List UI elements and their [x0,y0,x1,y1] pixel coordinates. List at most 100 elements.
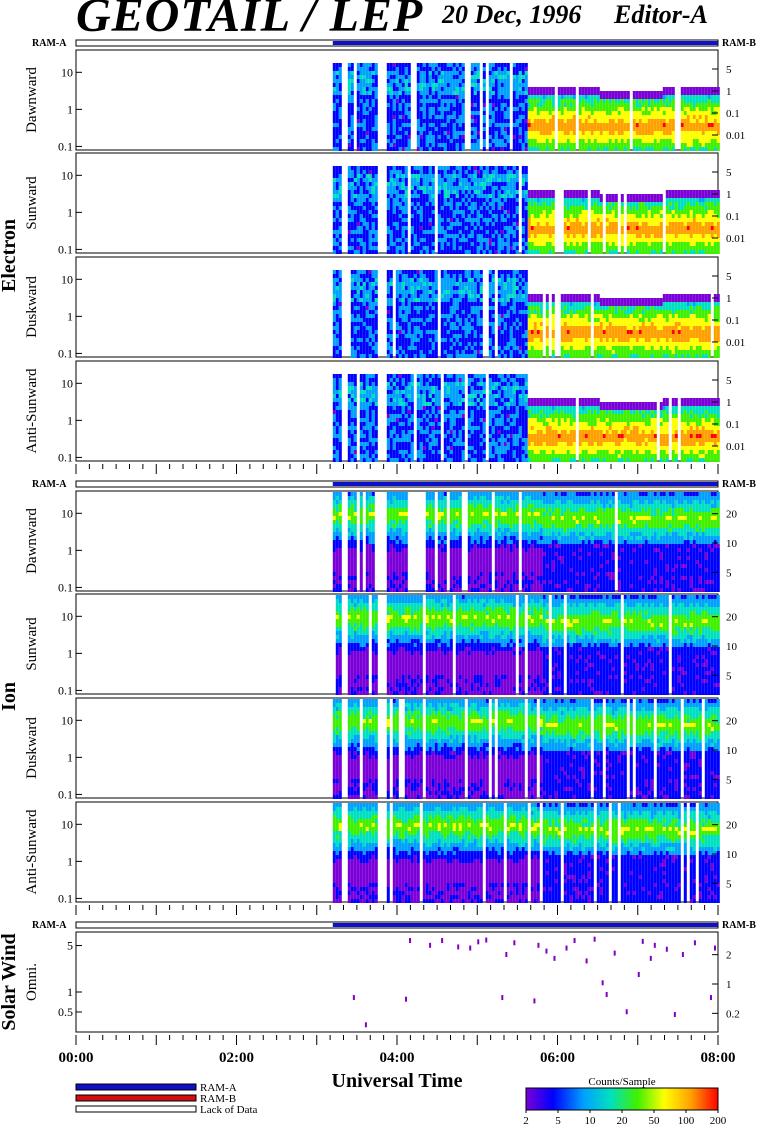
sw-point [501,995,504,1001]
sw-point [605,992,608,997]
right-tick-label: 5 [726,670,732,682]
sw-point [364,1022,367,1028]
figure-date: 20 Dec, 1996 [442,0,582,29]
right-tick-label: 10 [726,538,738,550]
legend-swatch [75,1105,197,1113]
sw-point [537,942,540,948]
sw-point [681,952,684,957]
sw-point [352,995,355,1001]
ram-b-label: RAM-B [722,920,756,931]
x-tick-label: 04:00 [380,1050,415,1066]
panel-frame [75,931,719,1033]
left-tick-label: 5 [67,939,73,953]
sw-point [665,946,668,952]
right-tick-label: 20 [726,509,738,521]
left-tick-label: 10 [61,376,73,390]
right-tick-label: 0.1 [726,211,740,223]
sw-point [649,955,652,961]
mode-bar-ram-a [332,482,718,486]
right-tick-label: 10 [726,745,738,757]
sw-point [469,945,472,951]
sw-point [533,998,536,1004]
right-tick-label: 0.01 [726,130,745,142]
left-tick-label: 0.1 [58,891,73,905]
x-tick-label: 00:00 [59,1050,94,1066]
right-tick-label: 5 [726,774,732,786]
sw-point [409,937,412,943]
left-tick-label: 0.1 [58,139,73,153]
figure-editor: Editor-A [614,0,708,29]
sw-point [593,936,596,942]
sw-point [513,940,516,946]
left-tick-label: 0.1 [58,242,73,256]
sw-point [565,945,568,951]
left-tick-label: 1 [67,543,73,557]
x-tick-label: 02:00 [219,1050,254,1066]
colorbar [525,1087,719,1111]
legend-label: RAM-A [200,1082,237,1094]
sw-point [641,938,644,944]
spectrogram-solarwind-8 [352,936,716,1028]
sw-point [613,950,616,956]
sw-point [477,939,480,945]
right-tick-label: 5 [726,64,732,76]
x-tick-label: 06:00 [540,1050,575,1066]
sw-point [485,937,488,943]
right-tick-label: 5 [726,878,732,890]
right-tick-label: 0.1 [726,315,740,327]
left-tick-label: 1 [67,102,73,116]
right-tick-label: 1 [726,397,732,409]
colorbar-tick-label: 2 [523,1115,529,1127]
right-tick-label: 10 [726,641,738,653]
sw-point [653,942,656,948]
left-tick-label: 10 [61,817,73,831]
right-tick-label: 0.1 [726,108,740,120]
panel-label: Omni. [24,963,40,1001]
sw-point [441,937,444,943]
legend-label: RAM-B [200,1093,236,1105]
colorbar-title: Counts/Sample [588,1076,655,1088]
group-label: Electron [0,219,20,292]
spectrogram-electron-0 [332,63,720,151]
left-tick-label: 10 [61,168,73,182]
sw-point [585,958,588,964]
left-tick-label: 10 [61,272,73,286]
left-tick-label: 0.1 [58,450,73,464]
left-tick-label: 1 [67,413,73,427]
sw-point [553,955,556,961]
left-tick-label: 1 [67,854,73,868]
spectrogram-electron-2 [332,270,720,358]
left-tick-label: 0.1 [58,683,73,697]
panel-label: Sunward [24,617,40,671]
panel-label: Dawnward [24,508,40,574]
right-tick-label: 5 [726,167,732,179]
sw-point [637,972,640,977]
x-axis-title: Universal Time [332,1070,463,1092]
right-tick-label: 2 [726,950,732,962]
spectrogram-ion-4 [332,492,720,592]
right-tick-label: 1 [726,189,732,201]
ram-a-label: RAM-A [32,38,67,49]
mode-bar-ram-a [332,41,718,45]
left-tick-label: 10 [61,65,73,79]
sw-point [601,980,604,986]
sw-point [693,940,696,946]
right-tick-label: 10 [726,849,738,861]
sw-point [429,942,432,948]
sw-point [505,952,508,957]
colorbar-tick-label: 20 [617,1115,629,1127]
ram-a-label: RAM-A [32,479,67,490]
ram-b-label: RAM-B [722,479,756,490]
sw-point [405,996,408,1002]
sw-point [457,944,460,950]
colorbar-tick-label: 50 [649,1115,661,1127]
spectrogram-ion-6 [332,699,720,799]
panel-label: Anti-Sunward [24,368,40,453]
right-tick-label: 1 [726,86,732,98]
group-label: Solar Wind [0,933,20,1030]
left-tick-label: 0.5 [58,1005,73,1019]
colorbar-tick-label: 100 [678,1115,695,1127]
right-tick-label: 20 [726,612,738,624]
spectrogram-electron-1 [332,166,720,254]
legend-swatch [75,1083,197,1091]
